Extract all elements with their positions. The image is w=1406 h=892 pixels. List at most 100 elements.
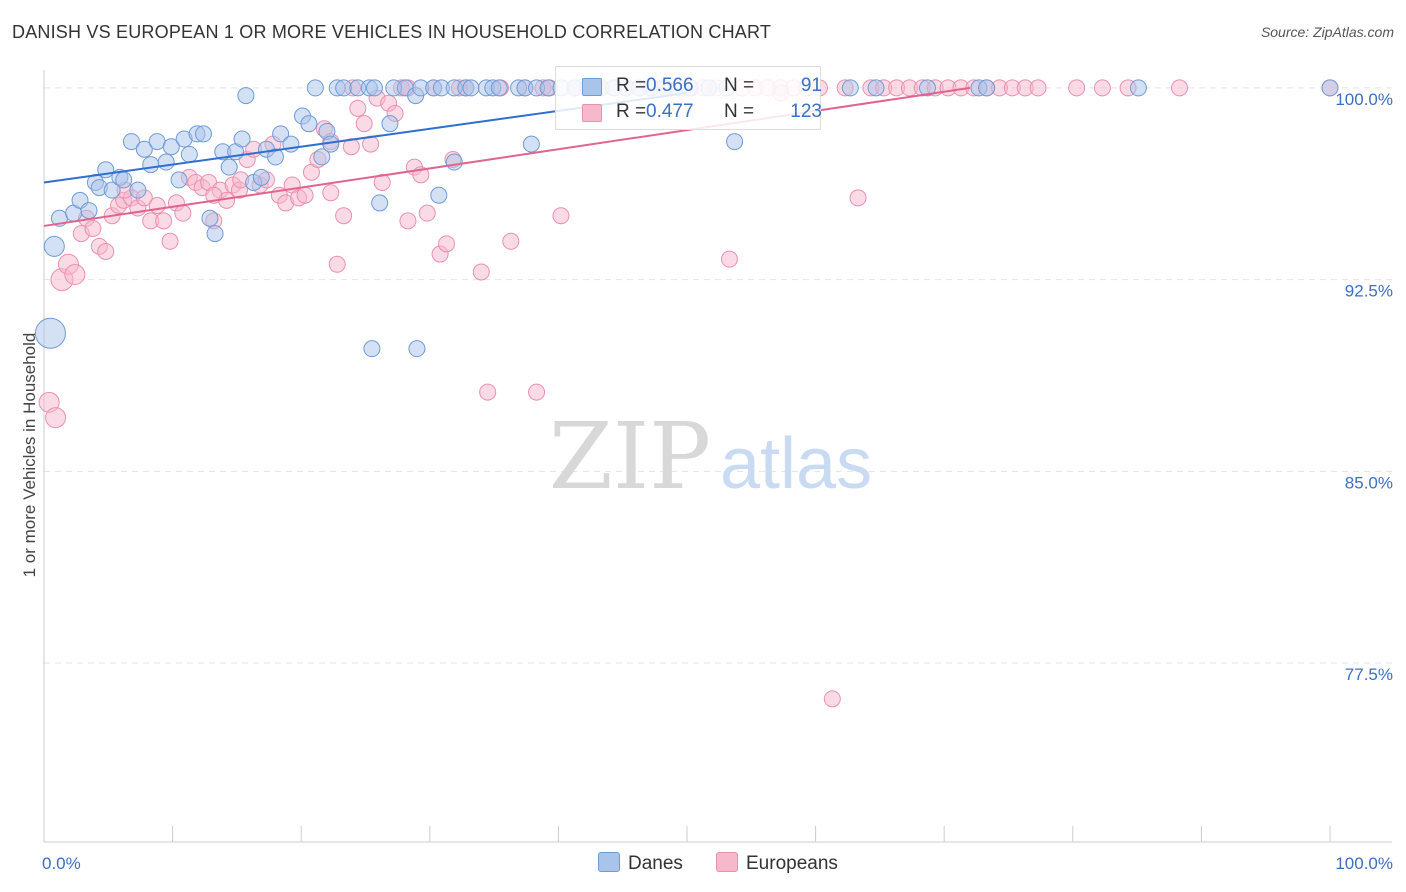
y-axis-label: 1 or more Vehicles in Household <box>20 333 39 578</box>
legend-r-value-europeans: 0.477 <box>646 101 694 122</box>
danes-point <box>363 340 381 358</box>
chart-title: DANISH VS EUROPEAN 1 OR MORE VEHICLES IN… <box>12 22 772 42</box>
danes-point <box>462 79 480 97</box>
legend-n-value-europeans: 123 <box>790 101 822 122</box>
europeans-point <box>64 264 86 286</box>
danes-point <box>306 79 324 97</box>
legend-r-label: R = <box>616 75 647 96</box>
danes-point <box>381 115 399 133</box>
y-tick-label: 92.5% <box>1345 282 1393 301</box>
danes-point <box>272 125 290 143</box>
danes-point <box>220 158 238 176</box>
europeans-point <box>174 204 192 222</box>
europeans-point <box>342 138 360 156</box>
bottom-legend-label-danes: Danes <box>628 853 683 874</box>
danes-point <box>300 115 318 133</box>
danes-point <box>157 153 175 171</box>
europeans-point <box>97 242 115 260</box>
danes-point <box>408 340 426 358</box>
danes-point <box>115 171 133 189</box>
danes-point <box>129 181 147 199</box>
stats-legend: R = 0.566 N = 91 R = 0.477 N = 123 <box>555 66 822 130</box>
danes-point <box>445 153 463 171</box>
danes-point <box>148 133 166 151</box>
danes-point <box>490 79 508 97</box>
x-tick-label: 0.0% <box>42 854 81 873</box>
danes-point <box>371 194 389 212</box>
danes-point <box>180 145 198 163</box>
danes-point <box>726 133 744 151</box>
europeans-point <box>472 263 490 281</box>
europeans-point <box>849 189 867 207</box>
europeans-point <box>148 196 166 214</box>
europeans-point <box>502 232 520 250</box>
danes-point <box>80 202 98 220</box>
bottom-legend-swatch-europeans <box>716 852 738 872</box>
danes-point <box>194 125 212 143</box>
axis-layer <box>43 70 1392 843</box>
danes-point <box>34 317 66 349</box>
tick-label-layer: 100.0% 92.5% 85.0% 77.5% 0.0% 100.0% <box>42 90 1393 873</box>
europeans-point <box>155 212 173 230</box>
danes-point <box>335 79 353 97</box>
europeans-point <box>1029 79 1047 97</box>
danes-point <box>142 156 160 174</box>
danes-point <box>135 140 153 158</box>
danes-point <box>170 171 188 189</box>
europeans-point <box>552 207 570 225</box>
danes-point <box>122 133 140 151</box>
bottom-legend-danes: Danes <box>598 852 683 875</box>
danes-point <box>266 148 284 166</box>
danes-point <box>430 186 448 204</box>
europeans-point <box>296 186 314 204</box>
europeans-point <box>1068 79 1086 97</box>
watermark: ZIP atlas <box>549 403 872 510</box>
bottom-legend-swatch-danes <box>598 852 620 872</box>
legend-swatch-europeans <box>582 104 602 122</box>
danes-point <box>252 168 270 186</box>
watermark-zip: ZIP <box>549 403 711 510</box>
europeans-point <box>161 232 179 250</box>
danes-point <box>237 87 255 105</box>
danes-point <box>841 79 859 97</box>
europeans-point <box>45 407 67 429</box>
x-tick-label: 100.0% <box>1335 854 1393 873</box>
legend-r-value-danes: 0.566 <box>646 75 694 96</box>
europeans-point <box>84 219 102 237</box>
europeans-point <box>399 212 417 230</box>
y-tick-label: 85.0% <box>1345 473 1393 492</box>
danes-point <box>366 79 384 97</box>
legend-swatch-danes <box>582 78 602 96</box>
europeans-point <box>322 184 340 202</box>
danes-point <box>313 148 331 166</box>
legend-n-label: N = <box>724 75 755 96</box>
danes-point <box>1129 79 1147 97</box>
europeans-point <box>823 690 841 708</box>
danes-point <box>206 225 224 243</box>
europeans-point <box>1093 79 1111 97</box>
legend-n-value-danes: 91 <box>800 75 822 96</box>
europeans-point <box>373 173 391 191</box>
danes-point <box>522 135 540 153</box>
danes-point <box>867 79 885 97</box>
danes-point <box>918 79 936 97</box>
y-tick-label: 100.0% <box>1335 90 1393 109</box>
y-tick-label: 77.5% <box>1345 665 1393 684</box>
source-label: Source: ZipAtlas.com <box>1260 24 1394 40</box>
bottom-legend-europeans: Europeans <box>716 852 838 875</box>
danes-point <box>201 209 219 227</box>
europeans-point <box>328 255 346 273</box>
bottom-legend-label-europeans: Europeans <box>746 853 838 874</box>
europeans-point <box>355 115 373 133</box>
danes-point <box>43 235 65 257</box>
europeans-point <box>528 383 546 401</box>
europeans-point <box>438 235 456 253</box>
danes-point <box>1321 79 1339 97</box>
legend-r-label: R = <box>616 101 647 122</box>
europeans-point <box>1171 79 1189 97</box>
watermark-atlas: atlas <box>720 424 872 504</box>
danes-point <box>233 130 251 148</box>
danes-point <box>103 181 121 199</box>
legend-n-label: N = <box>724 101 755 122</box>
